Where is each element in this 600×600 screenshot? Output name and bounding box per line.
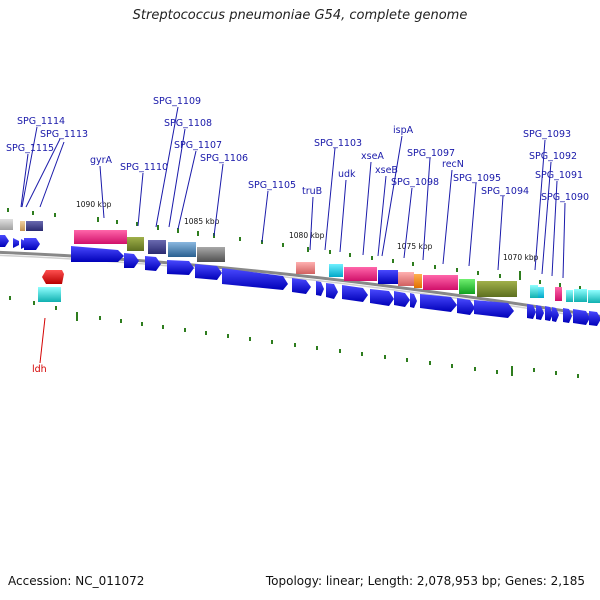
gene-label-spg-1108[interactable]: SPG_1108 bbox=[164, 118, 212, 129]
gene-label-spg-1109[interactable]: SPG_1109 bbox=[153, 96, 201, 107]
position-label-1080: 1080 kbp bbox=[289, 231, 325, 240]
genome-backbone bbox=[0, 250, 600, 318]
position-label-1070: 1070 kbp bbox=[503, 253, 539, 262]
gene-label-spg-1114[interactable]: SPG_1114 bbox=[17, 116, 65, 127]
gene-label-spg-1110[interactable]: SPG_1110 bbox=[120, 162, 168, 173]
gene-label-gyra[interactable]: gyrA bbox=[90, 155, 113, 166]
position-label-1075: 1075 kbp bbox=[397, 242, 433, 251]
gene-label-recn[interactable]: recN bbox=[442, 159, 464, 170]
gene-label-ldh[interactable]: ldh bbox=[32, 364, 47, 375]
gene-label-ispa[interactable]: ispA bbox=[393, 125, 414, 136]
gene-label-spg-1094[interactable]: SPG_1094 bbox=[481, 186, 529, 197]
gene-label-spg-1095[interactable]: SPG_1095 bbox=[453, 173, 501, 184]
forward-gene-arrows[interactable] bbox=[0, 235, 600, 326]
gene-label-spg-1093[interactable]: SPG_1093 bbox=[523, 129, 571, 140]
gene-label-spg-1092[interactable]: SPG_1092 bbox=[529, 151, 577, 162]
gene-label-spg-1106[interactable]: SPG_1106 bbox=[200, 153, 248, 164]
gene-label-spg-1107[interactable]: SPG_1107 bbox=[174, 140, 222, 151]
gene-label-spg-1091[interactable]: SPG_1091 bbox=[535, 170, 583, 181]
gene-label-spg-1115[interactable]: SPG_1115 bbox=[6, 143, 54, 154]
gene-label-xsea[interactable]: xseA bbox=[361, 151, 384, 162]
scale-ticks-lower bbox=[9, 296, 579, 378]
position-label-1085: 1085 kbp bbox=[184, 217, 220, 226]
scale-ticks-upper bbox=[7, 208, 581, 290]
genome-summary-text: Topology: linear; Length: 2,078,953 bp; … bbox=[265, 574, 585, 588]
gene-label-xseb[interactable]: xseB bbox=[375, 165, 398, 176]
gene-label-spg-1090[interactable]: SPG_1090 bbox=[541, 192, 589, 203]
gene-label-udk[interactable]: udk bbox=[338, 169, 356, 180]
reverse-gene-ldh[interactable] bbox=[38, 270, 64, 302]
cog-feature-track bbox=[0, 219, 600, 303]
gene-label-spg-1105[interactable]: SPG_1105 bbox=[248, 180, 296, 191]
gene-label-spg-1113[interactable]: SPG_1113 bbox=[40, 129, 88, 140]
gene-label-spg-1103[interactable]: SPG_1103 bbox=[314, 138, 362, 149]
gene-label-spg-1097[interactable]: SPG_1097 bbox=[407, 148, 455, 159]
position-label-1090: 1090 kbp bbox=[76, 200, 112, 209]
accession-text: Accession: NC_011072 bbox=[8, 574, 145, 588]
gene-label-spg-1098[interactable]: SPG_1098 bbox=[391, 177, 439, 188]
label-leader-lines bbox=[20, 106, 566, 364]
gene-label-trub[interactable]: truB bbox=[302, 186, 322, 197]
map-title: Streptococcus pneumoniae G54, complete g… bbox=[132, 8, 468, 23]
